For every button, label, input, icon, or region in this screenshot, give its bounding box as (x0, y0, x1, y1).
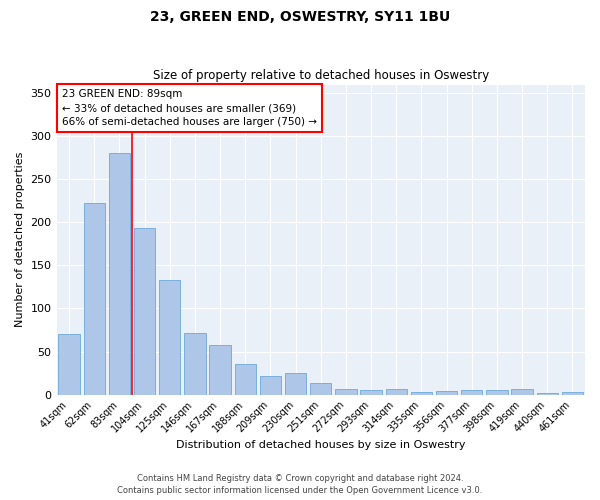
X-axis label: Distribution of detached houses by size in Oswestry: Distribution of detached houses by size … (176, 440, 466, 450)
Bar (461, 390, 482, 394)
Bar (486, 390, 508, 394)
Bar (436, 391, 457, 394)
Bar (109, 154, 130, 394)
Bar (134, 228, 155, 394)
Bar (386, 390, 407, 394)
Bar (511, 390, 533, 394)
Bar (159, 280, 181, 394)
Bar (335, 390, 356, 394)
Bar (83, 204, 105, 394)
Bar (184, 332, 206, 394)
Bar (562, 392, 583, 394)
Text: Contains HM Land Registry data © Crown copyright and database right 2024.
Contai: Contains HM Land Registry data © Crown c… (118, 474, 482, 495)
Bar (310, 382, 331, 394)
Bar (58, 334, 80, 394)
Bar (536, 393, 558, 394)
Bar (411, 392, 432, 394)
Bar (361, 390, 382, 394)
Bar (260, 376, 281, 394)
Bar (285, 373, 307, 394)
Text: 23, GREEN END, OSWESTRY, SY11 1BU: 23, GREEN END, OSWESTRY, SY11 1BU (150, 10, 450, 24)
Text: 23 GREEN END: 89sqm
← 33% of detached houses are smaller (369)
66% of semi-detac: 23 GREEN END: 89sqm ← 33% of detached ho… (62, 89, 317, 127)
Title: Size of property relative to detached houses in Oswestry: Size of property relative to detached ho… (152, 69, 489, 82)
Bar (235, 364, 256, 394)
Y-axis label: Number of detached properties: Number of detached properties (15, 152, 25, 328)
Bar (209, 346, 231, 395)
